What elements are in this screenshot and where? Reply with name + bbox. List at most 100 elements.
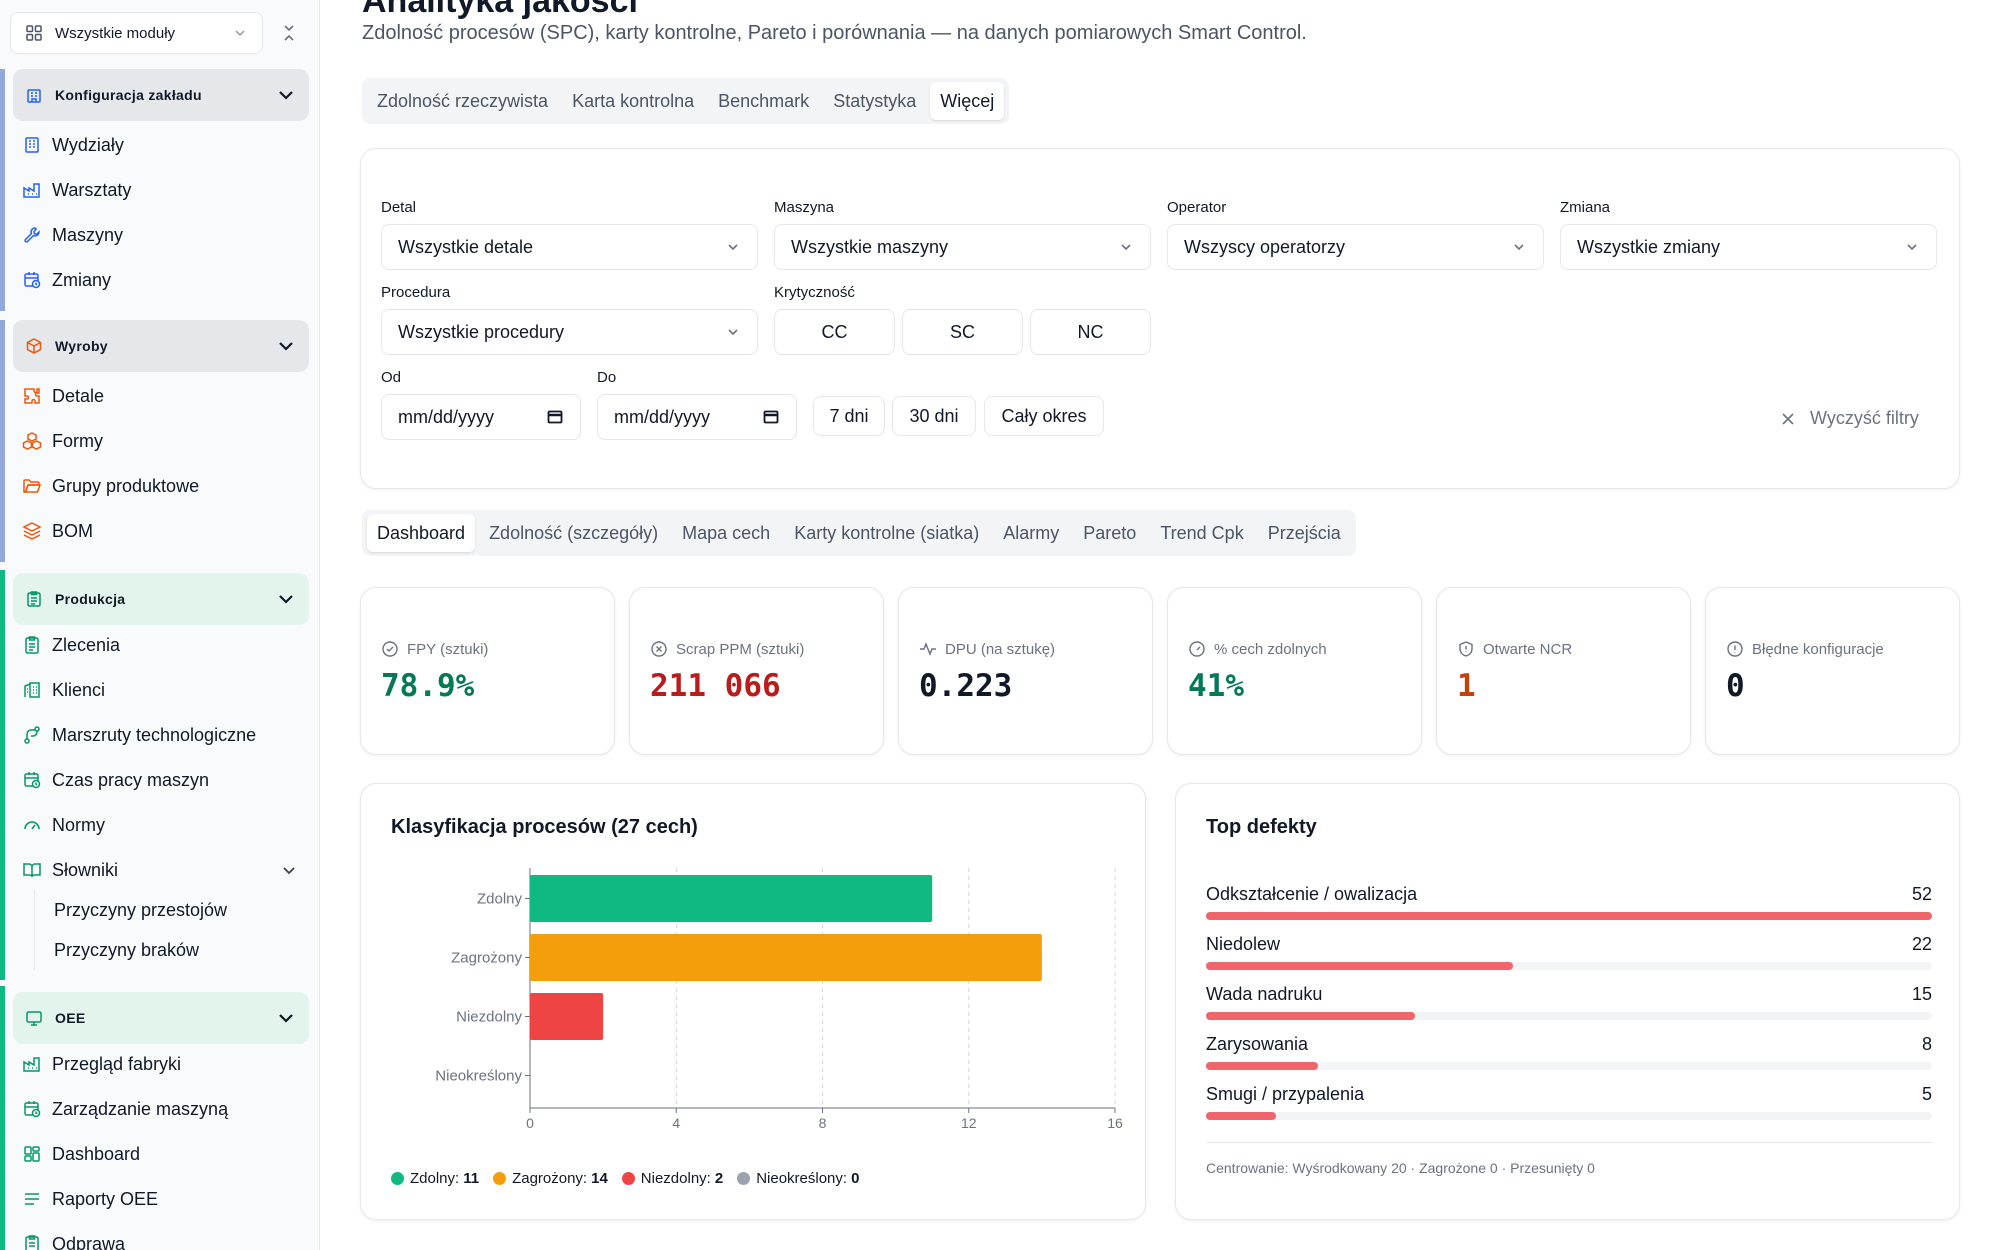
top-defects-title: Top defekty bbox=[1206, 816, 1317, 838]
filter-label-detal: Detal bbox=[381, 199, 417, 216]
sidebar-item-zlecenia[interactable]: Zlecenia bbox=[22, 626, 312, 664]
nav-group-oee: OEE Przegląd fabryki Zarządzanie maszyną… bbox=[0, 986, 319, 1250]
defect-bar-track bbox=[1206, 962, 1932, 970]
sidebar-item-slowniki[interactable]: Słowniki bbox=[22, 851, 312, 889]
krytycznosc-cc-button[interactable]: CC bbox=[774, 309, 895, 355]
sidebar-item-label: BOM bbox=[52, 520, 94, 541]
sidebar-item-formy[interactable]: Formy bbox=[22, 422, 312, 460]
detal-select[interactable]: Wszystkie detale bbox=[381, 224, 758, 270]
tab-pareto[interactable]: Pareto bbox=[1083, 522, 1137, 543]
sidebar-item-zarzadzanie-maszyna[interactable]: Zarządzanie maszyną bbox=[22, 1090, 312, 1128]
collapse-sidebar-icon[interactable] bbox=[278, 22, 300, 44]
sidebar-item-label: Dashboard bbox=[52, 1143, 141, 1164]
sidebar-item-detale[interactable]: Detale bbox=[22, 377, 312, 415]
sidebar-item-czas-pracy[interactable]: Czas pracy maszyn bbox=[22, 761, 312, 799]
process-classification-card: Klasyfikacja procesów (27 cech) Zdolny Za… bbox=[360, 783, 1146, 1220]
clear-filters-button[interactable]: Wyczyść filtry bbox=[1780, 408, 1919, 429]
sidebar-item-label: Warsztaty bbox=[52, 179, 132, 200]
centering-summary: Centrowanie: Wyśrodkowany 20 · Zagrożone… bbox=[1206, 1160, 1595, 1176]
group-header-produkcja[interactable]: Produkcja bbox=[13, 573, 309, 625]
filter-label-zmiana: Zmiana bbox=[1560, 199, 1611, 216]
group-header-wyroby[interactable]: Wyroby bbox=[13, 320, 309, 372]
sidebar-item-label: Słowniki bbox=[52, 859, 119, 880]
tab-zdolnosc-szczegoly[interactable]: Zdolność (szczegóły) bbox=[489, 522, 659, 543]
calendar-icon[interactable] bbox=[762, 408, 780, 426]
sidebar-item-normy[interactable]: Normy bbox=[22, 806, 312, 844]
tab-karta-kontrolna[interactable]: Karta kontrolna bbox=[572, 90, 695, 111]
sidebar-subitem-przyczyny-przestojow[interactable]: Przyczyny przestojów bbox=[54, 899, 228, 920]
do-date-input[interactable]: mm/dd/yyyy bbox=[597, 394, 797, 440]
chart-title: Klasyfikacja procesów (27 cech) bbox=[391, 816, 698, 838]
maszyna-select[interactable]: Wszystkie maszyny bbox=[774, 224, 1151, 270]
tab-trend-cpk[interactable]: Trend Cpk bbox=[1160, 522, 1244, 543]
od-date-value: mm/dd/yyyy bbox=[398, 406, 495, 427]
grid-icon bbox=[25, 24, 43, 42]
sidebar-item-zmiany[interactable]: Zmiany bbox=[22, 261, 312, 299]
module-select[interactable]: Wszystkie moduły bbox=[10, 12, 263, 54]
clipboard-icon bbox=[22, 635, 42, 655]
legend-item-nieokreslony: Nieokreślony: 0 bbox=[737, 1170, 859, 1187]
module-select-value: Wszystkie moduły bbox=[55, 24, 176, 42]
kpi-value-dpu: 0.223 bbox=[919, 668, 1013, 704]
defect-bar-fill bbox=[1206, 1062, 1318, 1070]
sidebar-item-bom[interactable]: BOM bbox=[22, 512, 312, 550]
kpi-value-otwarte-ncr: 1 bbox=[1457, 668, 1476, 704]
group-header-konfiguracja[interactable]: Konfiguracja zakładu bbox=[13, 69, 309, 121]
sidebar-item-klienci[interactable]: Klienci bbox=[22, 671, 312, 709]
sidebar-item-raporty-oee[interactable]: Raporty OEE bbox=[22, 1180, 312, 1218]
sidebar-item-odprawa[interactable]: Odprawa bbox=[22, 1225, 312, 1250]
chart-legend: Zdolny: 11 Zagrożony: 14 Niezdolny: 2 Nieok… bbox=[391, 1170, 873, 1187]
operator-select[interactable]: Wszyscy operatorzy bbox=[1167, 224, 1544, 270]
defect-name: Niedolew bbox=[1206, 934, 1281, 954]
sidebar-item-grupy-produktowe[interactable]: Grupy produktowe bbox=[22, 467, 312, 505]
sidebar-item-wydzialy[interactable]: Wydziały bbox=[22, 126, 312, 164]
activity-icon bbox=[919, 640, 937, 658]
tab-dashboard[interactable]: Dashboard bbox=[367, 514, 476, 552]
x-circle-icon bbox=[650, 640, 668, 658]
calendar-icon[interactable] bbox=[546, 408, 564, 426]
tab-przejscia[interactable]: Przejścia bbox=[1267, 522, 1341, 543]
sidebar-item-label: Formy bbox=[52, 430, 103, 451]
tab-karty-kontrolne-siatka[interactable]: Karty kontrolne (siatka) bbox=[794, 522, 980, 543]
x-tick-label: 0 bbox=[526, 1115, 534, 1131]
group-header-oee[interactable]: OEE bbox=[13, 992, 309, 1044]
defect-bar-track bbox=[1206, 1112, 1932, 1120]
classification-bar-chart: Zdolny Zagrożony Niezdolny Nieokreślony 0 4 8 1… bbox=[435, 868, 1123, 1131]
kpi-label: % cech zdolnych bbox=[1188, 640, 1327, 658]
range-30-dni-button[interactable]: 30 dni bbox=[892, 396, 976, 436]
x-tick-label: 4 bbox=[672, 1115, 680, 1131]
sidebar-item-przeglad-fabryki[interactable]: Przegląd fabryki bbox=[22, 1045, 312, 1083]
sidebar-subitem-przyczyny-brakow[interactable]: Przyczyny braków bbox=[54, 939, 200, 960]
filter-label-procedura: Procedura bbox=[381, 284, 451, 301]
category-label: Zagrożony bbox=[451, 950, 522, 967]
range-caly-okres-button[interactable]: Cały okres bbox=[984, 396, 1104, 436]
range-7-dni-button[interactable]: 7 dni bbox=[813, 396, 885, 436]
chevron-down-icon bbox=[725, 239, 741, 255]
tab-alarmy[interactable]: Alarmy bbox=[1003, 522, 1060, 543]
sidebar-item-warsztaty[interactable]: Warsztaty bbox=[22, 171, 312, 209]
defect-count: 5 bbox=[1921, 1084, 1932, 1104]
defect-bar-fill bbox=[1206, 1112, 1276, 1120]
kpi-card-cech-zdolnych: % cech zdolnych 41% bbox=[1167, 587, 1422, 755]
sidebar-item-marszruty[interactable]: Marszruty technologiczne bbox=[22, 716, 312, 754]
defect-count: 8 bbox=[1921, 1034, 1932, 1054]
krytycznosc-nc-button[interactable]: NC bbox=[1030, 309, 1151, 355]
group-accent-bar bbox=[0, 570, 5, 980]
procedura-select[interactable]: Wszystkie procedury bbox=[381, 309, 758, 355]
sidebar-item-maszyny[interactable]: Maszyny bbox=[22, 216, 312, 254]
calendar-clock-icon bbox=[22, 770, 42, 790]
od-date-input[interactable]: mm/dd/yyyy bbox=[381, 394, 581, 440]
tab-mapa-cech[interactable]: Mapa cech bbox=[682, 522, 771, 543]
nav-group-konfiguracja: Konfiguracja zakładu Wydziały Warsztaty … bbox=[0, 69, 319, 311]
tab-statystyka[interactable]: Statystyka bbox=[833, 90, 917, 111]
kpi-card-scrap-ppm: Scrap PPM (sztuki) 211 066 bbox=[629, 587, 884, 755]
zmiana-select[interactable]: Wszystkie zmiany bbox=[1560, 224, 1937, 270]
krytycznosc-sc-button[interactable]: SC bbox=[902, 309, 1023, 355]
page-title: Analityka jakości bbox=[362, 0, 638, 20]
tab-zdolnosc-rzeczywista[interactable]: Zdolność rzeczywista bbox=[377, 90, 549, 111]
sidebar-item-dashboard[interactable]: Dashboard bbox=[22, 1135, 312, 1173]
tab-benchmark[interactable]: Benchmark bbox=[718, 90, 810, 111]
divider bbox=[1206, 1142, 1932, 1143]
tab-wiecej[interactable]: Więcej bbox=[930, 82, 1005, 120]
kpi-label-text: Błędne konfiguracje bbox=[1752, 640, 1884, 658]
